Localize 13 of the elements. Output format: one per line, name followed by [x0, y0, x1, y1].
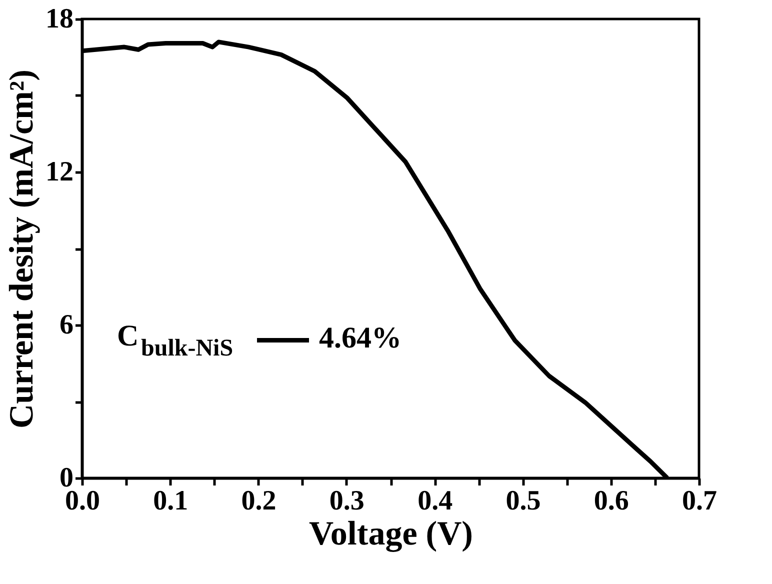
x-tick-label: 0.6 [594, 486, 629, 516]
x-tick-label: 0.5 [506, 486, 541, 516]
x-tick-label: 0.3 [329, 486, 364, 516]
y-tick-label: 6 [60, 310, 74, 340]
x-tick-label: 0.7 [682, 486, 717, 516]
y-axis-title: Current desity (mA/cm²) [4, 70, 40, 428]
x-tick-label: 0.1 [153, 486, 188, 516]
x-tick-label: 0.2 [241, 486, 276, 516]
y-tick-label: 12 [46, 156, 74, 188]
x-axis-title: Voltage (V) [309, 516, 473, 552]
y-tick-label: 18 [46, 4, 74, 34]
x-tick-label: 0.4 [418, 486, 453, 516]
annotation: 4.64% [319, 321, 402, 354]
